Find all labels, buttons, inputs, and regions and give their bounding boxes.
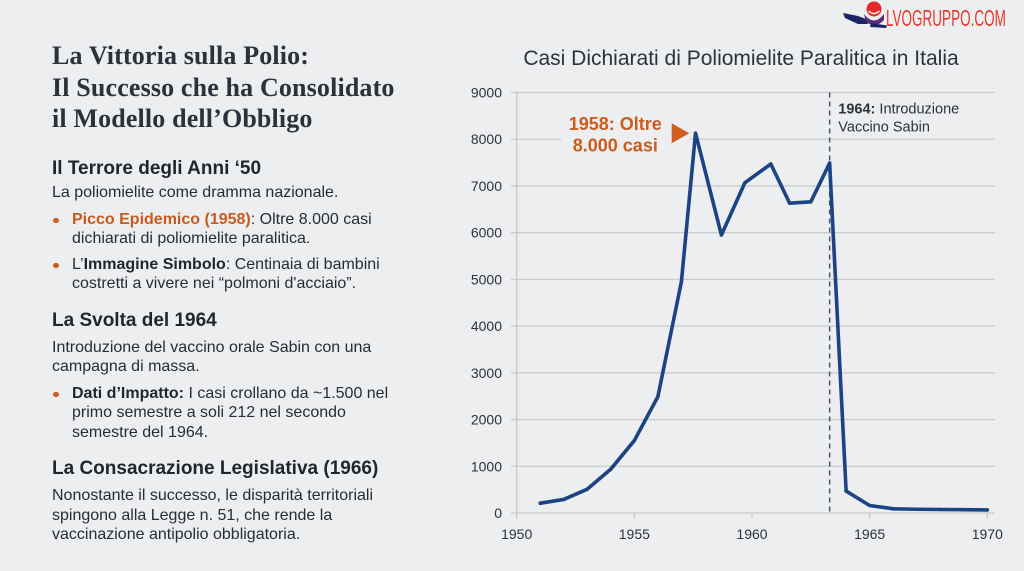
- ball-on-hand-logo-icon: [843, 1, 887, 28]
- text-line: semestre del 1964.: [72, 423, 209, 441]
- main-title-line: il Modello dell’Obbligo: [52, 104, 313, 134]
- text-line: costretti a vivere nei “polmoni d'acciai…: [72, 275, 357, 292]
- y-tick-label: 7000: [471, 178, 502, 194]
- section-intro: La poliomielite come dramma nazionale.: [52, 183, 442, 203]
- bullet-dot-icon: [53, 391, 59, 397]
- x-tick-label: 1960: [736, 526, 767, 542]
- bullet-highlight: Immagine Simbolo: [83, 255, 226, 273]
- y-axis-labels: 0 1000 2000 3000 4000 5000 6000 7000 8000 9000: [471, 85, 502, 522]
- bullet-text: : Centinaia di bambini: [225, 255, 380, 273]
- chart-title: Casi Dichiarati di Poliomielite Paraliti…: [523, 47, 959, 70]
- text-line: spingono alla Legge n. 51, che rende la: [52, 506, 333, 524]
- x-axis-ticks: [516, 513, 988, 519]
- series-layer: [538, 131, 990, 512]
- data-point: [679, 280, 684, 284]
- section-intro: Nonostante il successo, le disparità ter…: [52, 486, 442, 545]
- data-point: [693, 131, 698, 135]
- y-tick-label: 6000: [471, 225, 502, 241]
- y-tick-label: 5000: [471, 271, 502, 287]
- section-heading: La Consacrazione Legislativa (1966): [52, 458, 379, 479]
- y-tick-label: 1000: [471, 458, 502, 474]
- section-heading: La Svolta del 1964: [52, 309, 217, 331]
- data-point: [787, 201, 792, 205]
- section-intro: Introduzione del vaccino orale Sabin con…: [52, 338, 442, 377]
- data-point: [656, 394, 660, 399]
- data-point: [769, 162, 773, 166]
- data-point: [585, 487, 589, 491]
- brand-logo[interactable]: LVOGRUPPO.COM: [840, 0, 1024, 32]
- y-tick-label: 4000: [471, 318, 502, 334]
- gridlines: [511, 91, 995, 514]
- main-title: La Vittoria sulla Polio: Il Successo che…: [52, 40, 395, 135]
- section-heading: Il Terrore degli Anni ‘50: [52, 158, 262, 179]
- callout-label-background: [561, 112, 689, 156]
- text-line: vaccinazione antipolio obbligatoria.: [52, 526, 301, 543]
- y-tick-label: 3000: [471, 365, 502, 381]
- data-point: [827, 161, 832, 165]
- x-axis-labels: 1950 1955 1960 1965 1970: [501, 526, 1003, 542]
- text-line: Introduzione del vaccino orale Sabin con…: [52, 338, 372, 356]
- main-title-line: Il Successo che ha Consolidato: [52, 72, 395, 102]
- data-point: [891, 507, 895, 511]
- series-line: [538, 131, 990, 512]
- text-line: L’Immagine Simbolo: Centinaia di bambini: [72, 255, 442, 275]
- vaccine-annotation-text: Introduzione: [875, 101, 959, 117]
- bullet-text: I casi crollano da ~1.500 nel: [184, 384, 389, 402]
- data-point: [985, 508, 989, 512]
- bullet-item: Picco Epidemico (1958): Oltre 8.000 casi…: [52, 210, 442, 249]
- y-tick-label: 9000: [471, 85, 502, 101]
- callout-arrow-icon: [671, 123, 690, 144]
- text-line: Nonostante il successo, le disparità ter…: [52, 487, 374, 504]
- text-line: La poliomielite come dramma nazionale.: [52, 184, 339, 201]
- content-sections: Il Terrore degli Anni ‘50 La poliomielit…: [52, 157, 442, 545]
- data-point: [915, 507, 919, 511]
- brand-name[interactable]: LVOGRUPPO.COM: [886, 5, 1006, 31]
- text-line: primo semestre a soli 212 nel secondo: [72, 404, 346, 421]
- data-point: [938, 507, 942, 512]
- data-point: [809, 200, 813, 204]
- peak-callout-label: 1958: Oltre 8.000 casi: [569, 114, 662, 156]
- bullet-highlight: Dati d’Impatto:: [72, 384, 184, 402]
- data-point: [844, 489, 848, 493]
- bullet-dot-icon: [53, 262, 59, 268]
- vaccine-annotation-text: Vaccino Sabin: [838, 120, 930, 136]
- bullet-item: L’Immagine Simbolo: Centinaia di bambini…: [52, 255, 442, 294]
- data-point: [867, 503, 872, 508]
- section-polio-terror: Il Terrore degli Anni ‘50 La poliomielit…: [52, 157, 442, 294]
- y-tick-label: 2000: [471, 412, 502, 428]
- data-point: [632, 438, 637, 443]
- bullet-item: Dati d’Impatto: I casi crollano da ~1.50…: [52, 384, 442, 443]
- callout-line: 8.000 casi: [573, 136, 658, 156]
- text-line: Dati d’Impatto: I casi crollano da ~1.50…: [72, 384, 442, 404]
- data-point: [962, 508, 966, 512]
- section-turning-point-1964: La Svolta del 1964 Introduzione del vacc…: [52, 309, 442, 443]
- callout-line: 1958: Oltre: [569, 114, 662, 134]
- bullet-list: Picco Epidemico (1958): Oltre 8.000 casi…: [52, 210, 442, 294]
- data-point: [719, 233, 724, 237]
- bullet-highlight: Picco Epidemico (1958): [72, 210, 251, 228]
- text-line: campagna di massa.: [52, 358, 200, 375]
- x-tick-label: 1955: [619, 526, 650, 542]
- data-point: [609, 467, 613, 471]
- data-point: [562, 497, 566, 502]
- text-line: dichiarati di poliomielite paralitica.: [72, 230, 311, 247]
- data-point: [538, 501, 542, 505]
- bullet-dot-icon: [53, 217, 59, 223]
- main-title-line: La Vittoria sulla Polio:: [52, 41, 310, 70]
- text-line: Picco Epidemico (1958): Oltre 8.000 casi: [72, 210, 442, 230]
- y-tick-label: 0: [494, 505, 502, 521]
- x-tick-label: 1970: [972, 526, 1003, 542]
- bullet-lead: L’: [72, 255, 84, 273]
- y-tick-label: 8000: [471, 131, 502, 147]
- bullet-text: : Oltre 8.000 casi: [250, 210, 372, 228]
- vaccine-annotation-label: 1964: Introduzione Vaccino Sabin: [838, 101, 959, 135]
- bullet-list: Dati d’Impatto: I casi crollano da ~1.50…: [52, 384, 442, 443]
- vaccine-annotation-year: 1964:: [838, 101, 875, 117]
- x-tick-label: 1965: [854, 526, 885, 542]
- section-legislation-1966: La Consacrazione Legislativa (1966) Nono…: [52, 457, 442, 545]
- data-point: [743, 180, 747, 185]
- x-tick-label: 1950: [501, 526, 532, 542]
